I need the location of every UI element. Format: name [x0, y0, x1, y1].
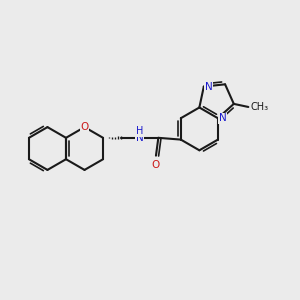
Text: CH₃: CH₃ [250, 102, 268, 112]
Text: O: O [152, 160, 160, 170]
Text: N: N [219, 113, 227, 123]
Text: O: O [80, 122, 88, 132]
Text: N: N [205, 82, 213, 92]
Text: N: N [136, 133, 144, 143]
Text: H: H [136, 126, 144, 136]
